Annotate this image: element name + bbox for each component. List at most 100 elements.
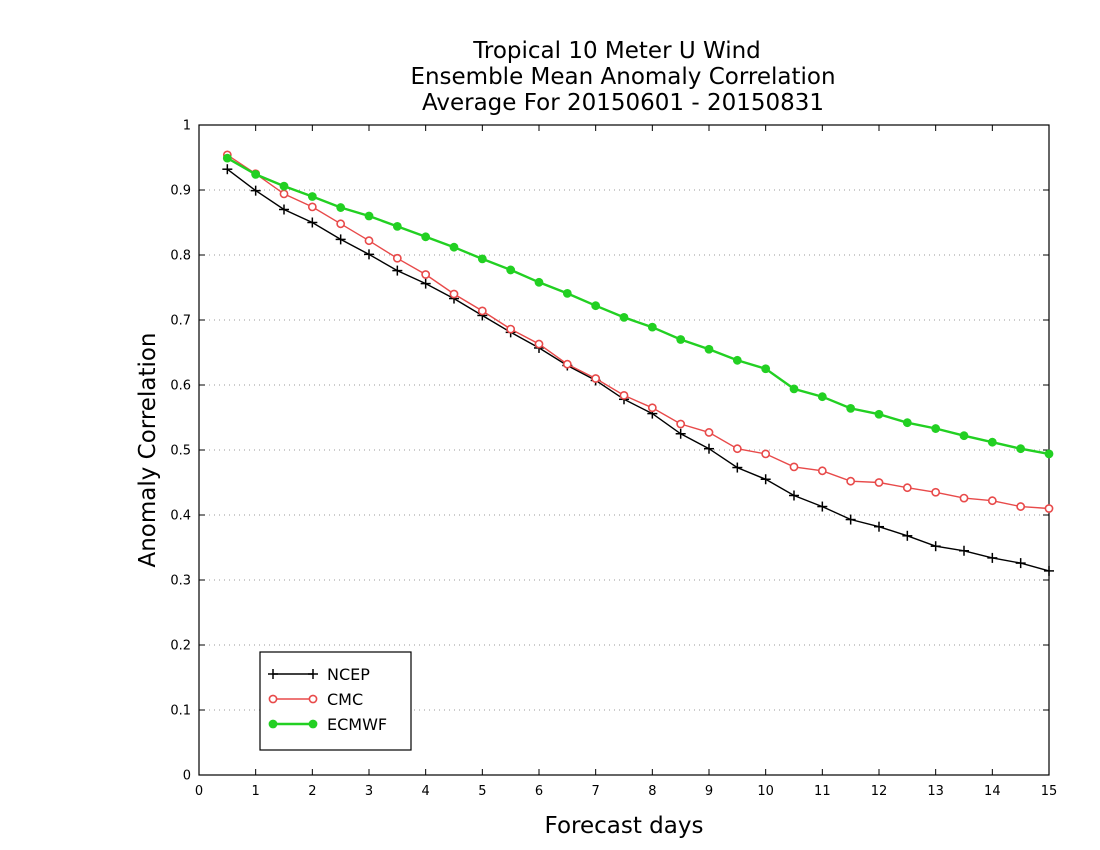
ecmwf-point	[874, 409, 884, 419]
cmc-point	[959, 493, 969, 503]
legend: NCEP CMC ECMWF	[259, 651, 412, 751]
ncep-point	[902, 530, 913, 541]
x-tick-label: 4	[422, 784, 430, 799]
cmc-point	[704, 428, 714, 437]
ecmwf-point	[506, 265, 516, 275]
legend-label: CMC	[327, 690, 363, 709]
gridlines	[199, 189, 1049, 711]
ncep-point	[279, 204, 289, 215]
cmc-point	[931, 487, 941, 497]
ecmwf-point	[647, 322, 657, 332]
cmc-point	[421, 270, 431, 279]
cmc-point	[562, 359, 572, 369]
legend-label: NCEP	[327, 665, 370, 684]
x-tick-label: 11	[814, 784, 831, 799]
ncep-point	[874, 521, 884, 532]
x-tick-label: 10	[757, 784, 774, 799]
ecmwf-point	[732, 355, 742, 365]
ecmwf-point	[676, 335, 686, 344]
cmc-point	[392, 253, 402, 263]
cmc-point	[506, 324, 516, 334]
ncep-point	[392, 265, 403, 276]
legend-box	[259, 651, 412, 751]
x-tick-label: 6	[535, 784, 543, 799]
chart-title-line-2: Ensemble Mean Anomaly Correlation	[410, 64, 835, 90]
ecmwf-point	[279, 181, 289, 191]
ncep-point	[845, 514, 856, 525]
x-tick-label: 2	[308, 784, 316, 799]
ecmwf-point	[336, 203, 346, 212]
ecmwf-point	[534, 277, 544, 287]
series-lines	[222, 150, 1054, 576]
x-tick-label: 14	[984, 784, 1001, 799]
ncep-point	[222, 164, 233, 175]
cmc-point	[307, 202, 317, 212]
cmc-point	[902, 483, 912, 493]
cmc-point	[647, 403, 657, 413]
legend-marker	[268, 694, 278, 704]
x-tick-label: 3	[365, 784, 373, 799]
y-tick-label: 0.3	[170, 574, 191, 589]
ncep-line	[226, 168, 1050, 572]
cmc-point	[987, 496, 997, 506]
legend-item-cmc: CMC	[268, 690, 363, 709]
legend-marker	[308, 719, 318, 729]
cmc-point	[477, 306, 487, 316]
axis-ticks: 00.10.20.30.40.50.60.70.80.910 1 2 3 4 5 6 7 8 9 1…	[170, 119, 1057, 800]
y-tick-label: 0.5	[170, 444, 191, 459]
ecmwf-point	[477, 254, 487, 264]
chart-title-line-1: Tropical 10 Meter U Wind	[472, 38, 761, 64]
cmc-point	[846, 476, 856, 486]
ecmwf-point	[619, 313, 629, 322]
cmc-point	[1016, 502, 1026, 511]
y-tick-label: 0.4	[170, 509, 191, 524]
cmc-point	[789, 462, 799, 472]
legend-marker	[268, 669, 278, 679]
ecmwf-point	[562, 288, 572, 298]
ncep-point	[675, 428, 686, 439]
cmc-point	[817, 466, 827, 476]
ecmwf-line	[226, 157, 1050, 456]
ncep-point	[335, 234, 346, 245]
x-tick-label: 15	[1041, 784, 1058, 799]
ecmwf-point	[902, 418, 912, 428]
ncep-point	[987, 552, 998, 563]
ncep-point	[789, 490, 799, 501]
ecmwf-point	[591, 301, 601, 311]
cmc-point	[761, 449, 771, 459]
legend-item-ecmwf: ECMWF	[268, 715, 387, 734]
cmc-point	[874, 478, 884, 487]
cmc-point	[279, 189, 289, 199]
cmc-point	[449, 289, 459, 299]
legend-marker	[308, 694, 318, 704]
ncep-point	[1044, 565, 1054, 576]
ecmwf-point	[449, 242, 459, 252]
cmc-point	[619, 390, 629, 400]
ncep-point	[760, 474, 771, 485]
cmc-line	[226, 154, 1050, 510]
ncep-point	[930, 541, 941, 552]
x-tick-label: 7	[592, 784, 600, 799]
x-tick-label: 1	[252, 784, 260, 799]
ncep-point	[959, 545, 969, 556]
ncep-point	[1015, 558, 1026, 569]
ecmwf-point	[959, 431, 969, 441]
legend-marker	[308, 669, 318, 679]
ecmwf-point	[789, 384, 799, 394]
ecmwf-point	[307, 192, 317, 201]
ecmwf-point	[817, 392, 827, 402]
legend-label: ECMWF	[327, 715, 387, 734]
y-tick-label: 0.6	[170, 379, 191, 394]
x-tick-label: 5	[478, 784, 486, 799]
ecmwf-point	[1044, 449, 1054, 459]
cmc-point	[534, 339, 544, 349]
ncep-point	[307, 217, 318, 228]
chart-title-line-3: Average For 20150601 - 20150831	[422, 90, 824, 116]
y-tick-label: 0.8	[170, 249, 191, 264]
legend-marker	[268, 719, 278, 729]
ncep-point	[364, 249, 374, 260]
ncep-point	[732, 462, 743, 473]
series-cmc	[222, 150, 1054, 513]
ecmwf-point	[761, 364, 771, 374]
